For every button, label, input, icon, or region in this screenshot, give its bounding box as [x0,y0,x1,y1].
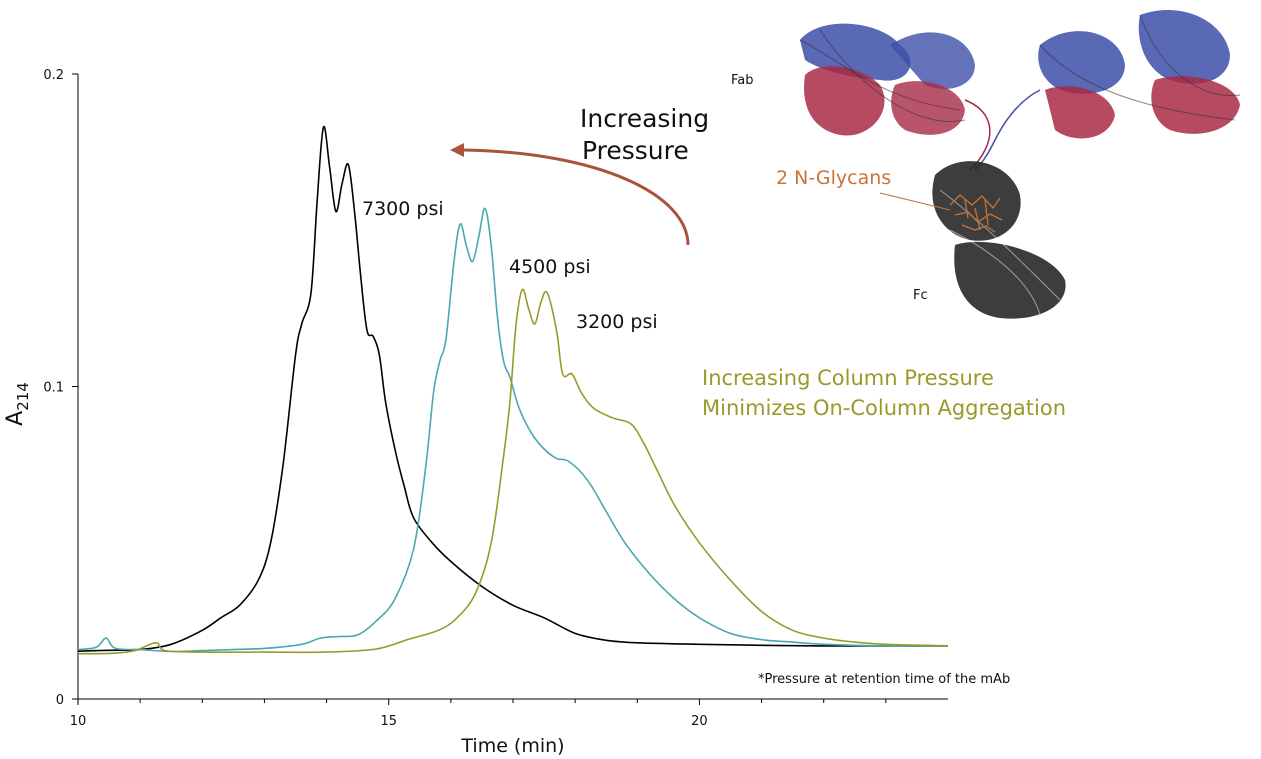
footnote: *Pressure at retention time of the mAb [758,672,1010,687]
axis-ticks [72,73,887,705]
column-pressure-text-2: Minimizes On-Column Aggregation [702,396,1066,420]
fc-region [932,161,1066,319]
glycan-cluster [949,194,1003,233]
pressure-arrow [461,148,690,246]
svg-text:A214: A214 [3,382,32,426]
series-line-7300-psi [77,125,948,652]
y-axis-title: A214 [3,382,32,426]
fab-right [1038,9,1241,139]
x-tick-label-15: 15 [380,714,397,729]
fab-left [799,23,975,136]
peak-label-4500: 4500 psi [509,256,591,278]
y-axis-title-sub: 214 [14,382,32,411]
y-tick-label-0.1: 0.1 [43,381,64,396]
increasing-pressure-text-1: Increasing [580,104,709,133]
column-pressure-text-1: Increasing Column Pressure [702,366,994,390]
fab-label: Fab [731,73,754,88]
x-tick-label-10: 10 [70,714,87,729]
x-tick-label-20: 20 [691,714,708,729]
pressure-arrow-head [450,143,464,157]
glycan-pointer-line [879,192,951,211]
y-axis-title-main: A [3,411,28,426]
fc-label: Fc [913,288,928,303]
peak-label-3200: 3200 psi [576,311,658,333]
axis-tick-labels: 10 15 20 0 0.1 0.2 [43,68,707,729]
series-layer [77,125,949,655]
y-tick-label-0.2: 0.2 [43,68,64,83]
increasing-pressure-text-2: Pressure [582,136,689,165]
antibody-structure-illustration [799,9,1241,319]
series-line-3200-psi [77,288,949,655]
peak-label-7300: 7300 psi [362,198,444,220]
glycans-label: 2 N-Glycans [776,167,891,189]
series-line-4500-psi [77,207,949,653]
y-tick-label-0: 0 [56,693,64,708]
x-axis-title: Time (min) [460,735,564,757]
